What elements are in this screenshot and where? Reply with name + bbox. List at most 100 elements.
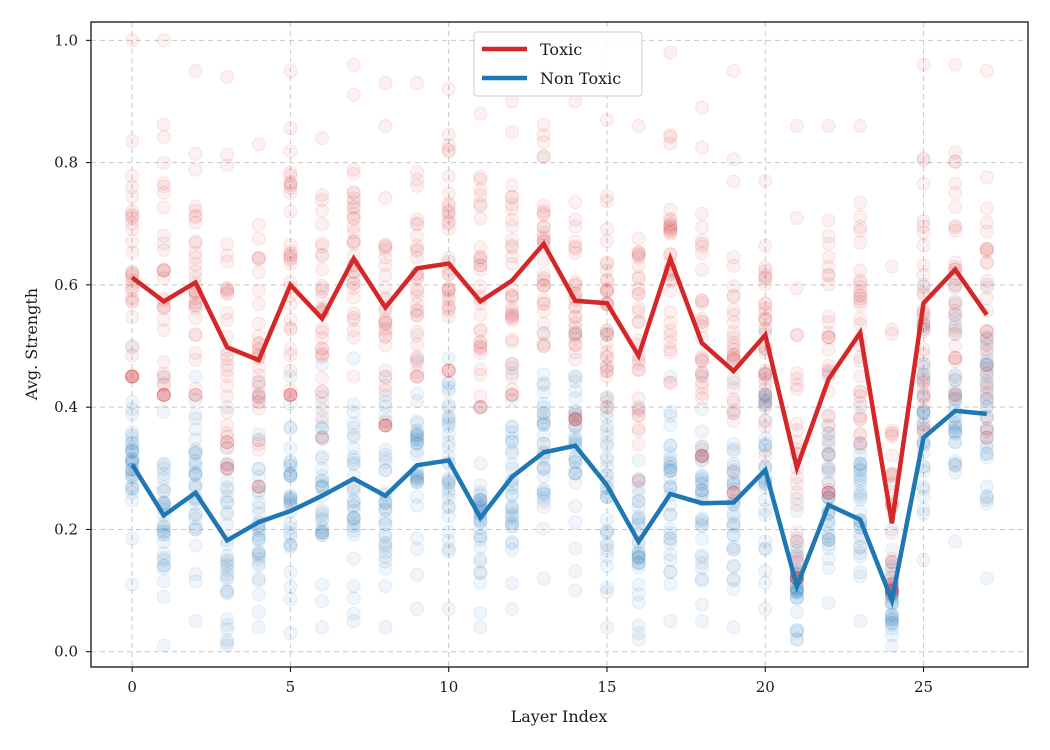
toxic-sample-point <box>694 311 709 326</box>
toxic-sample-point <box>726 403 741 418</box>
toxic-sample-point <box>979 380 994 395</box>
toxic-sample-point <box>726 63 741 78</box>
non-toxic-sample-point <box>726 527 741 542</box>
non-toxic-sample-point <box>251 427 266 442</box>
toxic-sample-point <box>156 130 171 145</box>
toxic-sample-point <box>853 389 868 404</box>
toxic-sample-point <box>346 166 361 181</box>
non-toxic-sample-point <box>568 466 583 481</box>
non-toxic-sample-point <box>315 525 330 540</box>
y-tick-label: 0.8 <box>54 154 78 172</box>
toxic-sample-point <box>125 211 140 226</box>
non-toxic-sample-point <box>473 528 488 543</box>
non-toxic-sample-point <box>156 456 171 471</box>
non-toxic-sample-point <box>505 601 520 616</box>
toxic-sample-point <box>188 257 203 272</box>
non-toxic-sample-point <box>948 453 963 468</box>
non-toxic-sample-point <box>378 369 393 384</box>
toxic-sample-point <box>979 324 994 339</box>
toxic-sample-point <box>916 151 931 166</box>
toxic-sample-point <box>694 349 709 364</box>
toxic-sample-point <box>473 279 488 294</box>
non-toxic-sample-point <box>979 489 994 504</box>
non-toxic-sample-point <box>821 532 836 547</box>
non-toxic-sample-point <box>726 464 741 479</box>
non-toxic-sample-point <box>473 565 488 580</box>
toxic-sample-point <box>441 363 456 378</box>
non-toxic-sample-point <box>726 509 741 524</box>
toxic-sample-point <box>694 365 709 380</box>
non-toxic-sample-point <box>220 480 235 495</box>
non-toxic-sample-point <box>568 454 583 469</box>
non-toxic-sample-point <box>979 332 994 347</box>
toxic-sample-point <box>315 347 330 362</box>
toxic-sample-point <box>378 268 393 283</box>
toxic-sample-point <box>473 340 488 355</box>
toxic-sample-point <box>378 330 393 345</box>
toxic-sample-point <box>663 128 678 143</box>
toxic-sample-point <box>599 222 614 237</box>
toxic-sample-point <box>251 316 266 331</box>
toxic-sample-point <box>631 421 646 436</box>
toxic-sample-point <box>568 337 583 352</box>
toxic-sample-point <box>251 217 266 232</box>
toxic-sample-point <box>948 223 963 238</box>
toxic-sample-point <box>441 363 456 378</box>
non-toxic-sample-point <box>726 444 741 459</box>
non-toxic-sample-point <box>536 377 551 392</box>
non-toxic-sample-point <box>821 426 836 441</box>
toxic-sample-point <box>346 186 361 201</box>
non-toxic-sample-point <box>315 520 330 535</box>
non-toxic-sample-point <box>251 486 266 501</box>
non-toxic-sample-point <box>884 627 899 642</box>
toxic-sample-point <box>631 315 646 330</box>
non-toxic-sample-point <box>410 436 425 451</box>
toxic-sample-point <box>220 158 235 173</box>
toxic-sample-point <box>156 387 171 402</box>
non-toxic-sample-point <box>188 445 203 460</box>
toxic-sample-point <box>979 242 994 257</box>
toxic-sample-point <box>156 387 171 402</box>
non-toxic-sample-point <box>916 367 931 382</box>
toxic-sample-point <box>726 307 741 322</box>
non-toxic-sample-point <box>441 544 456 559</box>
non-toxic-sample-point <box>979 492 994 507</box>
toxic-sample-point <box>536 219 551 234</box>
non-toxic-sample-point <box>473 456 488 471</box>
toxic-sample-point <box>853 413 868 428</box>
toxic-sample-point <box>505 311 520 326</box>
non-toxic-sample-point <box>505 431 520 446</box>
legend-label-non-toxic: Non Toxic <box>540 69 621 88</box>
non-toxic-sample-point <box>346 517 361 532</box>
non-toxic-sample-point <box>473 575 488 590</box>
toxic-sample-point <box>473 400 488 415</box>
toxic-sample-point <box>789 328 804 343</box>
non-toxic-sample-point <box>315 478 330 493</box>
non-toxic-sample-point <box>505 499 520 514</box>
non-toxic-sample-point <box>378 537 393 552</box>
toxic-sample-point <box>916 225 931 240</box>
toxic-sample-point <box>948 278 963 293</box>
toxic-sample-point <box>505 197 520 212</box>
toxic-sample-point <box>220 362 235 377</box>
toxic-sample-point <box>125 368 140 383</box>
toxic-sample-point <box>979 394 994 409</box>
toxic-sample-point <box>315 236 330 251</box>
toxic-sample-point <box>441 199 456 214</box>
toxic-sample-point <box>568 412 583 427</box>
non-toxic-sample-point <box>599 459 614 474</box>
non-toxic-sample-point <box>568 405 583 420</box>
non-toxic-sample-point <box>916 388 931 403</box>
toxic-sample-point <box>505 288 520 303</box>
non-toxic-sample-point <box>410 429 425 444</box>
non-toxic-sample-point <box>378 545 393 560</box>
toxic-sample-point <box>125 33 140 48</box>
non-toxic-sample-point <box>283 490 298 505</box>
non-toxic-sample-point <box>536 418 551 433</box>
toxic-sample-point <box>188 327 203 342</box>
non-toxic-sample-point <box>568 466 583 481</box>
toxic-sample-point <box>346 290 361 305</box>
non-toxic-sample-point <box>220 584 235 599</box>
non-toxic-sample-point <box>853 456 868 471</box>
toxic-sample-point <box>979 273 994 288</box>
